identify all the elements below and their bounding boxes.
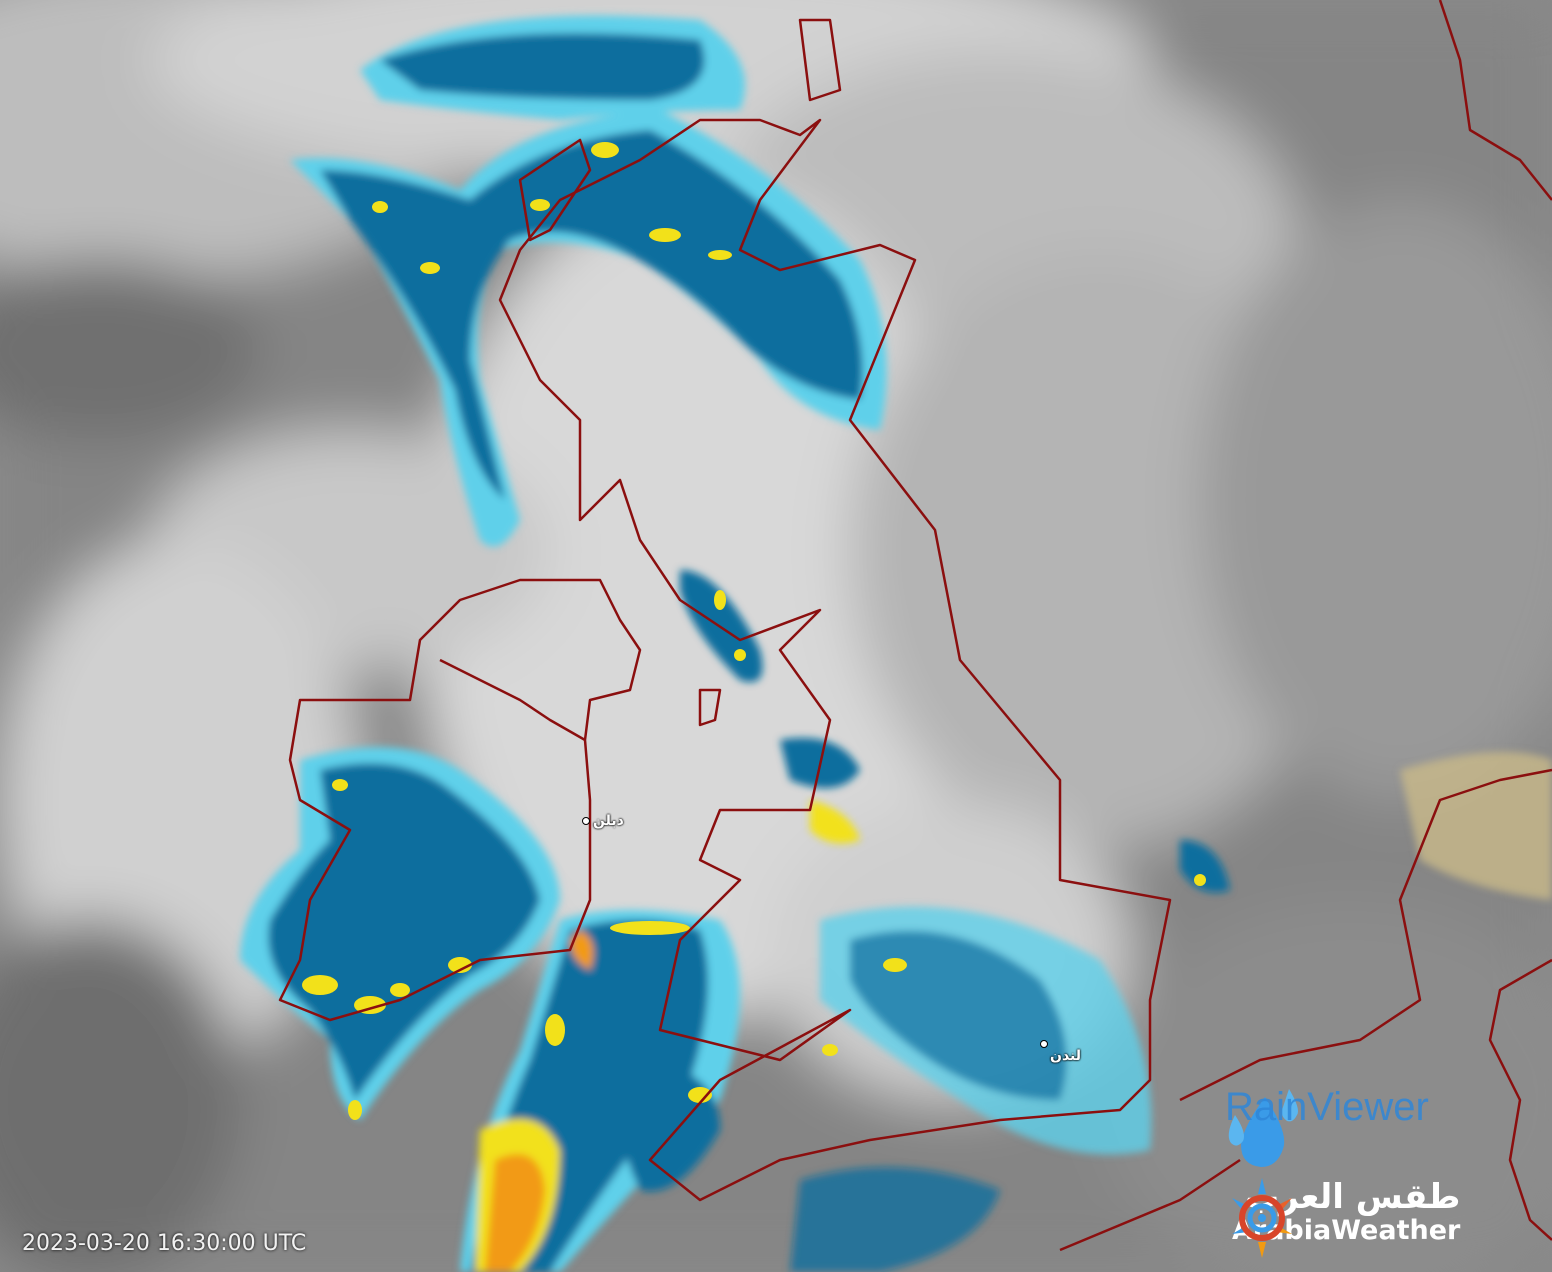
- rainviewer-logo: RainViewer: [1225, 1085, 1429, 1167]
- heavy-rain-cells: [302, 142, 1206, 1120]
- europe-coastline: [1059, 0, 1552, 1252]
- precipitation-layer: [240, 15, 1552, 1272]
- city-dot-icon: [1040, 1040, 1048, 1048]
- coastline-borders: [278, 0, 1552, 1252]
- arabiaweather-logo: طقس العرب ArabiaWeather: [1232, 1178, 1460, 1258]
- great-britain-coastline: [498, 118, 1172, 1202]
- northern-ireland-border: [439, 658, 586, 742]
- city-label-dublin: دبلن: [582, 813, 624, 829]
- scotland-isles: [518, 18, 842, 727]
- city-dot-icon: [582, 817, 590, 825]
- city-label-london: لندن: [1040, 1040, 1081, 1064]
- raindrop-logo-icon: [1228, 1089, 1298, 1167]
- timestamp-label: 2023-03-20 16:30:00 UTC: [22, 1231, 307, 1256]
- ireland-coastline: [278, 578, 642, 1022]
- sun-swirl-logo-icon: [1232, 1178, 1292, 1258]
